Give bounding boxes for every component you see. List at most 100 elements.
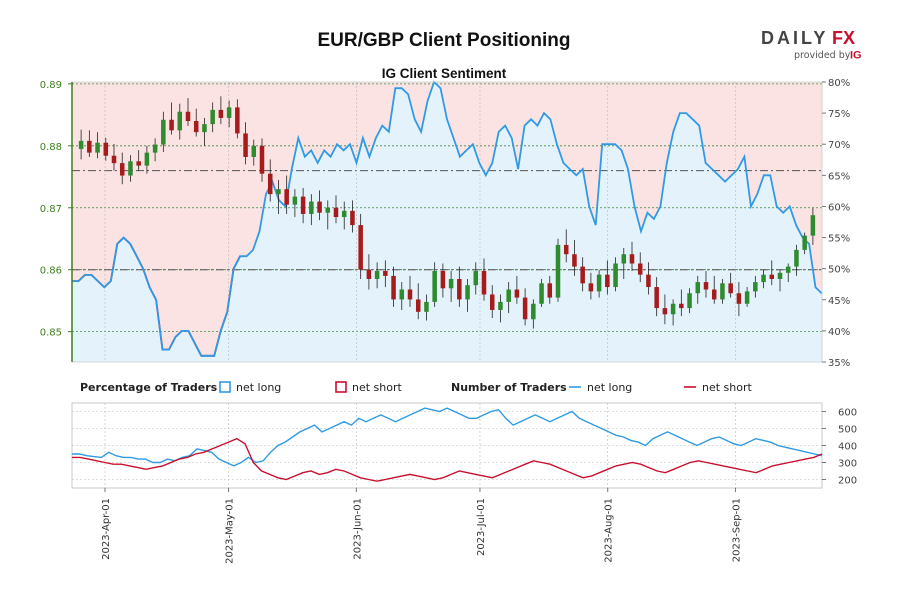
candle-body bbox=[695, 282, 701, 294]
candle-body bbox=[448, 278, 454, 289]
candle-body bbox=[646, 274, 651, 288]
candle-body bbox=[226, 107, 232, 118]
candle-body bbox=[78, 140, 84, 149]
candle bbox=[753, 275, 758, 298]
candle-body bbox=[465, 285, 470, 300]
candle-body bbox=[193, 121, 199, 133]
candle bbox=[810, 207, 816, 245]
price-tick-label: 0.87 bbox=[40, 204, 62, 215]
candle-body bbox=[506, 289, 511, 302]
candle bbox=[119, 152, 125, 185]
candle-body bbox=[728, 283, 733, 294]
candle bbox=[87, 130, 92, 157]
candle-body bbox=[317, 201, 322, 213]
candle bbox=[498, 294, 503, 323]
candle bbox=[399, 282, 405, 310]
legend-pct-net-short: net short bbox=[352, 381, 403, 394]
candle-body bbox=[621, 254, 627, 264]
candle bbox=[161, 111, 166, 152]
candle-body bbox=[383, 270, 388, 276]
candle-body bbox=[235, 107, 240, 134]
candle-body bbox=[103, 142, 109, 156]
date-axis: 2023-Apr-01 2023-May-01 2023-Jun-01 2023-Ju… bbox=[101, 488, 742, 564]
candle bbox=[794, 244, 799, 276]
candle bbox=[711, 275, 717, 304]
logo-ig: IG bbox=[850, 50, 862, 62]
candle-body bbox=[95, 142, 100, 153]
percent-ticks: 80% 75% 70% 65% 60% 55% 50% 45% 40% 35% bbox=[822, 78, 850, 369]
candle bbox=[646, 262, 651, 295]
candle-body bbox=[144, 152, 150, 166]
main-price-panel: 0.89 0.88 0.87 0.86 0.85 80% 75% 70% 65% 60% 55% 50… bbox=[40, 78, 851, 369]
candle bbox=[136, 150, 141, 171]
candle-body bbox=[481, 270, 487, 295]
candle-body bbox=[703, 282, 709, 290]
candle bbox=[300, 187, 306, 224]
candle-body bbox=[720, 283, 725, 300]
candle bbox=[761, 269, 766, 289]
candle-body bbox=[596, 274, 602, 292]
candle-body bbox=[670, 303, 676, 315]
percent-tick-label: 35% bbox=[828, 358, 850, 369]
candle bbox=[169, 102, 174, 135]
trader-count-panel: 600 500 400 300 200 bbox=[71, 402, 857, 489]
dailyfx-logo: DAILY FX provided by IG bbox=[761, 28, 862, 62]
candle-body bbox=[457, 278, 462, 300]
count-ticks: 600 500 400 300 200 bbox=[822, 408, 857, 487]
candle-body bbox=[309, 201, 314, 214]
candle-body bbox=[613, 263, 618, 288]
candle bbox=[514, 275, 520, 304]
candle-body bbox=[654, 287, 659, 309]
candle-body bbox=[588, 283, 594, 292]
price-tick-label: 0.85 bbox=[40, 328, 62, 339]
price-tick-label: 0.89 bbox=[40, 80, 62, 91]
candle bbox=[407, 275, 413, 307]
candle bbox=[374, 262, 380, 289]
candle-body bbox=[259, 145, 265, 174]
candle-body bbox=[711, 289, 717, 300]
candle bbox=[350, 200, 355, 233]
candle bbox=[103, 137, 109, 161]
candlesticks bbox=[78, 96, 816, 329]
candle bbox=[440, 263, 446, 298]
candle bbox=[596, 269, 602, 298]
candle-body bbox=[136, 161, 141, 166]
candle bbox=[185, 98, 191, 126]
candle-body bbox=[210, 109, 215, 125]
candle-body bbox=[432, 270, 437, 302]
candle bbox=[415, 283, 421, 320]
candle bbox=[284, 175, 289, 214]
percent-tick-label: 75% bbox=[828, 109, 850, 120]
candle bbox=[218, 96, 224, 125]
candle bbox=[473, 262, 479, 295]
header: EUR/GBP Client Positioning IG Client Sen… bbox=[318, 28, 862, 81]
candle-body bbox=[662, 308, 668, 315]
price-gridlines bbox=[72, 82, 822, 362]
candle bbox=[111, 143, 117, 171]
candle bbox=[654, 277, 659, 317]
logo-provided-by: provided by bbox=[794, 50, 851, 61]
candle bbox=[193, 108, 199, 137]
candle bbox=[720, 278, 725, 304]
candle-body bbox=[185, 111, 191, 122]
candle-body bbox=[276, 189, 281, 195]
count-tick-label: 400 bbox=[838, 442, 857, 453]
candle-body bbox=[679, 303, 684, 309]
price-tick-label: 0.88 bbox=[40, 142, 62, 153]
candle-body bbox=[580, 266, 585, 284]
candle bbox=[539, 278, 544, 307]
date-tick-label: 2023-Jul-01 bbox=[476, 498, 487, 556]
legend-percentage-heading: Percentage of Traders bbox=[80, 381, 218, 394]
candle bbox=[358, 213, 363, 279]
candle-body bbox=[152, 144, 158, 153]
candle bbox=[391, 266, 396, 307]
candle-body bbox=[350, 210, 355, 226]
candle-body bbox=[87, 140, 92, 153]
candle-body bbox=[572, 254, 577, 267]
candle-body bbox=[243, 133, 248, 157]
candle bbox=[292, 189, 298, 218]
candle-body bbox=[736, 293, 742, 304]
candle bbox=[276, 179, 281, 214]
candle-body bbox=[810, 215, 816, 236]
count-tick-label: 600 bbox=[838, 408, 857, 419]
